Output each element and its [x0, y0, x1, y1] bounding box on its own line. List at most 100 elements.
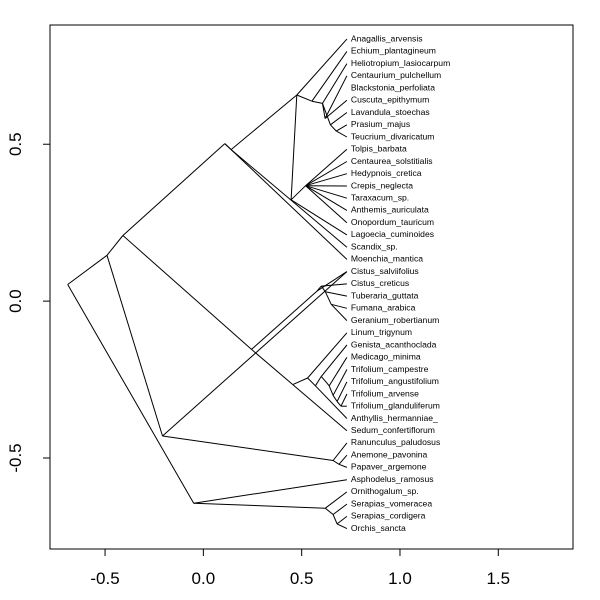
tip-label: Anthyllis_hermanniae_	[351, 413, 438, 423]
tree-branch	[106, 255, 163, 437]
tip-label: Heliotropium_lasiocarpum	[351, 58, 450, 68]
tip-label: Cuscuta_epithymum	[351, 95, 429, 105]
tree-branch	[336, 130, 348, 138]
tip-label: Scandix_sp.	[351, 241, 398, 251]
tip-label: Tolpis_barbata	[351, 144, 407, 154]
dendrogram-branches	[67, 38, 348, 530]
tree-branch	[162, 435, 334, 461]
tree-branch	[322, 63, 348, 104]
tip-label: Anemone_pavonina	[351, 449, 428, 459]
tip-label: Teucrium_divaricatum	[351, 131, 435, 141]
tree-branch	[67, 254, 108, 285]
tip-label: Serapias_vomeracea	[351, 498, 432, 508]
tree-branch	[336, 124, 348, 132]
x-tick-label: 1.5	[486, 569, 510, 588]
tip-label: Centaurium_pulchellum	[351, 70, 441, 80]
tree-branch	[331, 303, 348, 309]
tree-branch	[305, 185, 348, 224]
tree-branch	[332, 503, 348, 515]
tip-label: Lavandula_stoechas	[351, 107, 430, 117]
tip-label: Cistus_salviifolius	[351, 266, 419, 276]
tip-label: Ornithogalum_sp.	[351, 486, 419, 496]
tip-label: Trifolium_angustifolium	[351, 376, 439, 386]
tip-label: Orchis_sancta	[351, 523, 406, 533]
tip-label: Taraxacum_sp.	[351, 192, 409, 202]
tip-label: Crepis_neglecta	[351, 180, 413, 190]
tree-branch	[307, 332, 348, 379]
x-tick-label: 1.0	[388, 569, 412, 588]
tree-branch	[67, 284, 195, 504]
x-tick-label: -0.5	[90, 569, 119, 588]
tree-branch	[332, 442, 348, 461]
tree-branch	[193, 502, 326, 509]
tree-branch	[328, 385, 334, 396]
tree-branch	[338, 454, 348, 465]
tree-branch	[336, 516, 348, 525]
tree-branch	[230, 149, 348, 248]
tree-branch	[330, 112, 348, 126]
x-axis: -0.5 0.0 0.5 1.0 1.5	[90, 548, 510, 588]
tree-branch	[251, 349, 294, 385]
tree-branch	[122, 143, 226, 236]
tree-branch	[332, 460, 340, 465]
y-tick-label: -0.5	[6, 443, 25, 472]
tree-branch	[324, 75, 348, 119]
tip-label: Centaurea_solstitialis	[351, 156, 433, 166]
tree-branch	[336, 381, 348, 402]
tree-branch	[122, 235, 252, 350]
tip-label: Blackstonia_perfoliata	[351, 82, 435, 92]
tree-branch	[296, 38, 348, 96]
tree-branch	[193, 479, 347, 504]
tree-branch	[305, 148, 348, 187]
tip-label: Trifolium_arvense	[351, 388, 419, 398]
tip-label: Fumana_arabica	[351, 303, 416, 313]
tree-branch	[305, 161, 348, 187]
tree-branch	[320, 376, 330, 387]
tree-branch	[230, 94, 298, 150]
tip-label: Anthemis_auriculata	[351, 205, 429, 215]
tree-branch	[315, 385, 348, 419]
tip-label: Genista_acanthoclada	[351, 339, 437, 349]
tree-branch	[106, 235, 124, 256]
tip-label: Anagallis_arvensis	[351, 33, 423, 43]
tip-label: Linum_trigynum	[351, 327, 412, 337]
tree-branch	[316, 285, 322, 292]
tree-branch	[332, 369, 348, 396]
tree-branch	[305, 185, 348, 199]
tip-label: Prasium_majus	[351, 119, 410, 129]
tip-label: Onopordum_tauricum	[351, 217, 434, 227]
tree-branch	[224, 143, 348, 260]
tip-label: Trifolium_campestre	[351, 364, 429, 374]
tree-branch	[251, 290, 318, 350]
y-axis: -0.5 0.0 0.5	[6, 132, 51, 473]
tree-branch	[290, 199, 348, 236]
tree-branch	[305, 185, 348, 211]
tip-label: Echium_plantagineum	[351, 46, 436, 56]
tree-branch	[307, 377, 316, 387]
tip-label: Lagoecia_cuminoides	[351, 229, 434, 239]
tree-branch	[296, 94, 313, 102]
tip-label: Ranunculus_paludosus	[351, 437, 440, 447]
tip-labels: Anagallis_arvensis Echium_plantagineum Hel…	[351, 33, 450, 532]
tree-branch	[290, 94, 298, 200]
tree-branch	[325, 291, 347, 297]
tree-branch	[336, 401, 342, 407]
tip-label: Medicago_minima	[351, 352, 421, 362]
tree-branch	[162, 271, 348, 437]
tree-branch	[320, 285, 326, 292]
x-tick-label: 0.5	[290, 569, 314, 588]
tree-branch	[330, 124, 337, 132]
tip-label: Tuberaria_guttata	[351, 290, 419, 300]
tip-label: Papaver_argemone	[351, 462, 427, 472]
tree-branch	[322, 103, 331, 125]
tree-branch	[338, 463, 348, 468]
tree-branch	[324, 507, 334, 515]
tree-branch	[336, 523, 348, 530]
y-tick-label: 0.5	[6, 132, 25, 156]
tree-branch	[311, 51, 348, 102]
tree-branch	[292, 384, 348, 432]
tip-label: Cistus_creticus	[351, 278, 409, 288]
tree-branch	[305, 173, 348, 187]
tree-branch	[320, 344, 348, 377]
